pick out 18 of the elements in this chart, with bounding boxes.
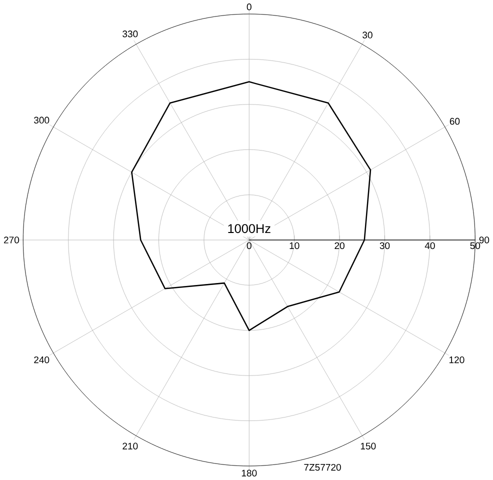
- y-tick-label: 40: [424, 242, 435, 250]
- spoke-label: 0: [246, 4, 252, 10]
- spoke-label: 270: [4, 236, 20, 244]
- y-tick-label: 50: [470, 242, 480, 250]
- spoke-label: 240: [34, 356, 50, 364]
- spoke-label: 300: [34, 116, 50, 124]
- spoke-label: 330: [122, 30, 138, 38]
- text: 1000Hz: [228, 224, 270, 234]
- spoke-label: 150: [360, 442, 376, 450]
- spoke-label: 180: [242, 470, 257, 476]
- spoke-label: 120: [449, 356, 464, 364]
- spoke-label: 90: [479, 236, 490, 244]
- text: 7Z57720: [304, 464, 341, 471]
- y-tick-label: 10: [290, 242, 300, 250]
- spoke-label: 30: [362, 32, 372, 38]
- spoke-label: 60: [450, 118, 460, 125]
- spoke-label: 210: [122, 442, 138, 450]
- y-tick-label: 20: [334, 242, 344, 250]
